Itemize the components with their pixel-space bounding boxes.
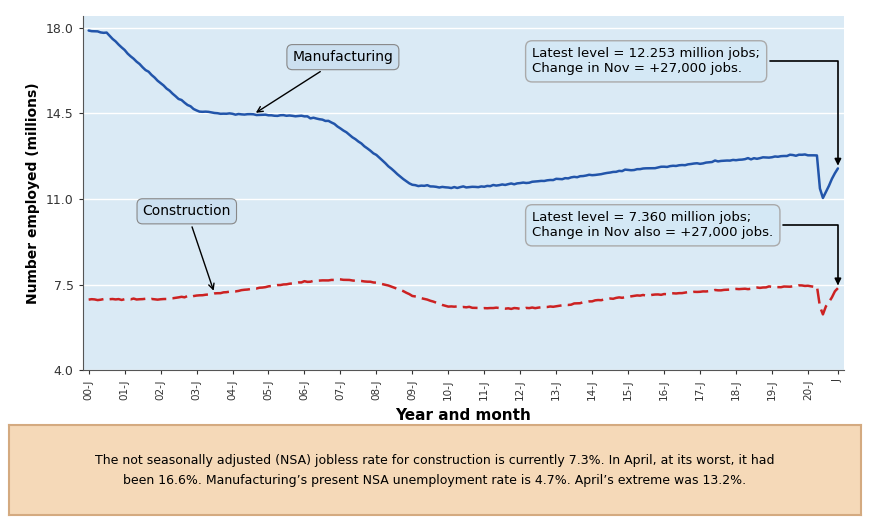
Text: The not seasonally adjusted (NSA) jobless rate for construction is currently 7.3: The not seasonally adjusted (NSA) jobles… (95, 454, 774, 486)
Text: Latest level = 7.360 million jobs;
Change in Nov also = +27,000 jobs.: Latest level = 7.360 million jobs; Chang… (532, 211, 839, 283)
Text: Construction: Construction (143, 204, 230, 289)
Text: Latest level = 12.253 million jobs;
Change in Nov = +27,000 jobs.: Latest level = 12.253 million jobs; Chan… (532, 47, 839, 164)
Y-axis label: Number employed (millions): Number employed (millions) (26, 82, 40, 304)
Text: Manufacturing: Manufacturing (257, 50, 393, 112)
X-axis label: Year and month: Year and month (395, 408, 531, 423)
